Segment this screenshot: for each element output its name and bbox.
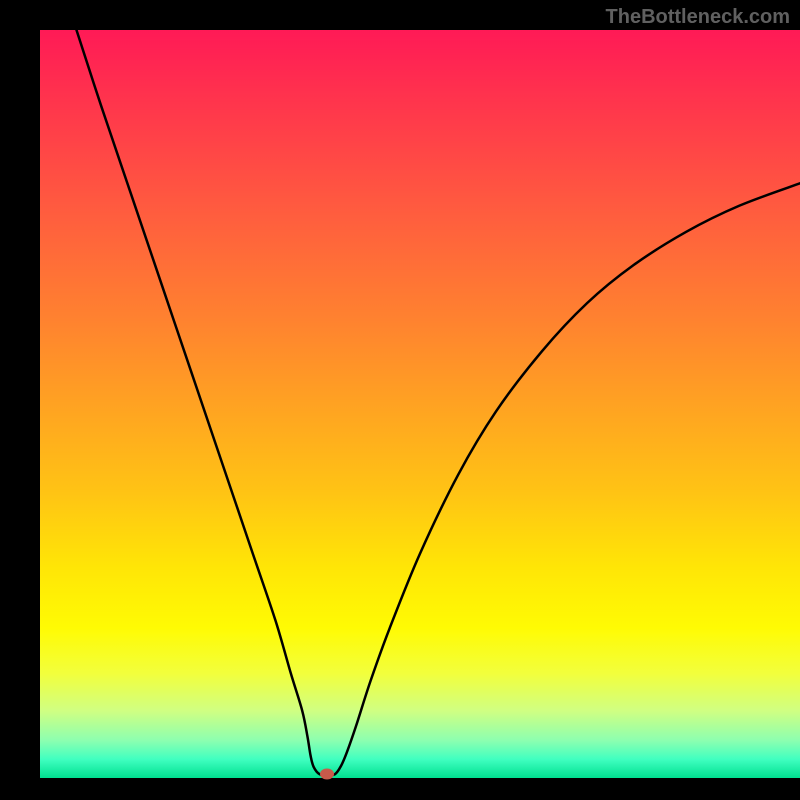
minimum-marker: [320, 769, 334, 780]
watermark-text: TheBottleneck.com: [606, 6, 790, 29]
chart-area: [40, 30, 800, 778]
bottleneck-curve: [40, 30, 800, 778]
